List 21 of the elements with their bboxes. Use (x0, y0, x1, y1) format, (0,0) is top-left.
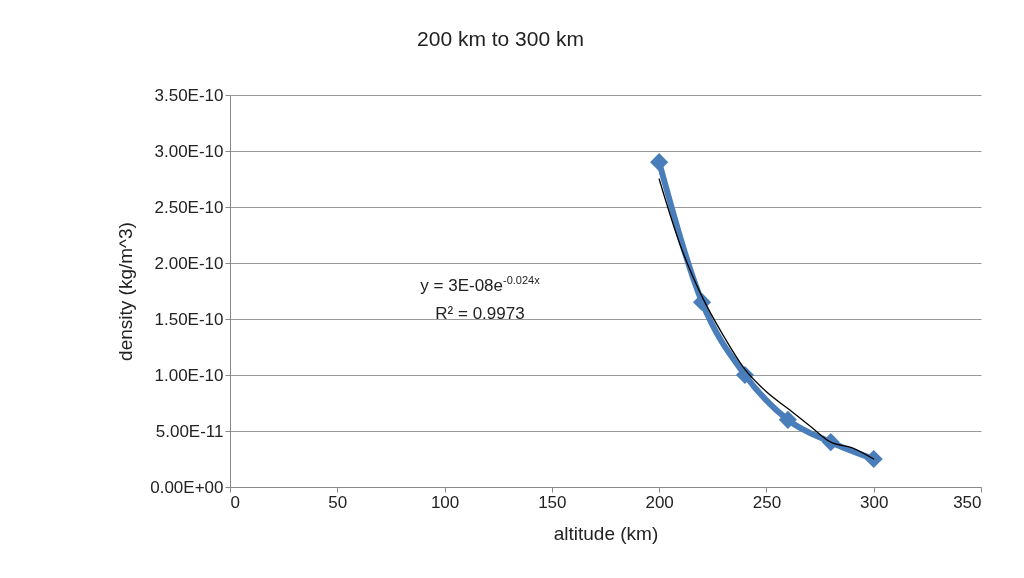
x-tick-label: 50 (328, 492, 348, 512)
y-tick-label: 1.50E-10 (154, 309, 224, 329)
x-tick-label: 100 (430, 492, 460, 512)
x-tick-label: 350 (953, 492, 982, 512)
y-tick-label: 0.00E+00 (150, 477, 224, 497)
x-axis-title: altitude (km) (553, 522, 659, 544)
y-tick-label: 2.50E-10 (154, 197, 224, 217)
y-tick-label: 3.00E-10 (154, 141, 224, 161)
y-axis-title: density (kg/m^3) (115, 222, 137, 361)
x-tick-label: 300 (860, 492, 889, 512)
x-tick-label: 0 (230, 492, 240, 512)
chart-title: 200 km to 300 km (417, 27, 584, 50)
annotation: R² = 0.9973 (434, 302, 526, 325)
y-tick-label: 5.00E-11 (155, 421, 224, 441)
annotation: y = 3E-08e$^{-0.024x}$ (419, 273, 541, 297)
y-tick-label: 1.00E-10 (154, 365, 224, 385)
x-tick-label: 250 (752, 492, 782, 512)
y-tick-label: 3.50E-10 (154, 85, 224, 105)
x-tick-label: 200 (645, 492, 674, 512)
x-tick-label: 150 (538, 492, 567, 512)
y-tick-label: 2.00E-10 (154, 253, 224, 273)
